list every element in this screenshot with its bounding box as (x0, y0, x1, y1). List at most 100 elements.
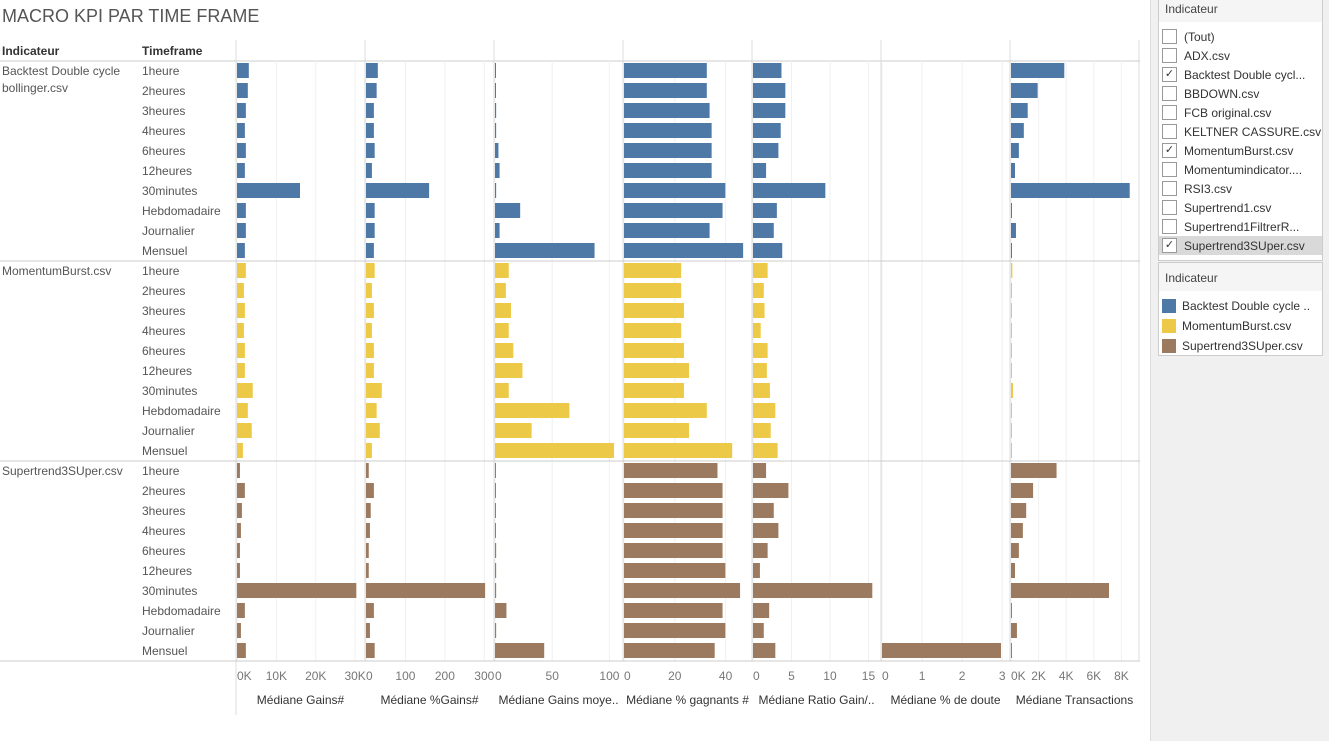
filter-item[interactable]: ADX.csv (1159, 46, 1322, 65)
bar-ratio[interactable] (753, 503, 774, 518)
bar-ratio[interactable] (753, 483, 789, 498)
bar-pct_gains[interactable] (366, 503, 371, 518)
bar-gains_moyen[interactable] (495, 583, 497, 598)
bar-gains[interactable] (237, 223, 246, 238)
bar-transactions[interactable] (1011, 203, 1012, 218)
bar-gains[interactable] (237, 543, 240, 558)
bar-pct_gains[interactable] (366, 103, 374, 118)
bar-ratio[interactable] (753, 263, 768, 278)
bar-ratio[interactable] (753, 323, 761, 338)
bar-transactions[interactable] (1011, 423, 1012, 438)
bar-pct_gagnants[interactable] (624, 503, 723, 518)
bar-transactions[interactable] (1011, 163, 1016, 178)
bar-ratio[interactable] (753, 443, 778, 458)
bar-ratio[interactable] (753, 563, 760, 578)
bar-transactions[interactable] (1011, 623, 1017, 638)
bar-pct_gagnants[interactable] (624, 563, 726, 578)
bar-doute[interactable] (882, 643, 1001, 658)
bar-gains_moyen[interactable] (495, 623, 497, 638)
bar-pct_gagnants[interactable] (624, 123, 712, 138)
bar-gains_moyen[interactable] (495, 603, 507, 618)
bar-pct_gains[interactable] (366, 83, 377, 98)
filter-item[interactable]: RSI3.csv (1159, 179, 1322, 198)
bar-pct_gains[interactable] (366, 263, 375, 278)
bar-pct_gagnants[interactable] (624, 403, 707, 418)
bar-gains_moyen[interactable] (495, 103, 497, 118)
bar-gains[interactable] (237, 523, 241, 538)
bar-ratio[interactable] (753, 423, 771, 438)
bar-pct_gagnants[interactable] (624, 323, 682, 338)
bar-pct_gagnants[interactable] (624, 603, 723, 618)
bar-gains[interactable] (237, 583, 357, 598)
filter-item[interactable]: KELTNER CASSURE.csv (1159, 122, 1322, 141)
bar-transactions[interactable] (1011, 583, 1110, 598)
bar-pct_gagnants[interactable] (624, 423, 690, 438)
bar-gains_moyen[interactable] (495, 263, 509, 278)
bar-pct_gains[interactable] (366, 343, 374, 358)
bar-pct_gains[interactable] (366, 243, 374, 258)
bar-gains[interactable] (237, 143, 246, 158)
bar-ratio[interactable] (753, 583, 873, 598)
bar-gains[interactable] (237, 103, 246, 118)
bar-pct_gains[interactable] (366, 463, 369, 478)
bar-gains[interactable] (237, 603, 245, 618)
bar-transactions[interactable] (1011, 523, 1023, 538)
checkbox-icon[interactable] (1162, 219, 1177, 234)
bar-pct_gains[interactable] (366, 183, 430, 198)
bar-gains[interactable] (237, 383, 253, 398)
bar-gains_moyen[interactable] (495, 123, 497, 138)
bar-gains_moyen[interactable] (495, 503, 496, 518)
bar-gains_moyen[interactable] (495, 443, 614, 458)
checkbox-icon[interactable]: ✓ (1162, 143, 1177, 158)
checkbox-icon[interactable]: ✓ (1162, 238, 1177, 253)
bar-pct_gagnants[interactable] (624, 523, 723, 538)
bar-ratio[interactable] (753, 203, 777, 218)
bar-pct_gains[interactable] (366, 123, 374, 138)
bar-transactions[interactable] (1011, 63, 1065, 78)
filter-item[interactable]: ✓ Backtest Double cycl... (1159, 65, 1322, 84)
bar-ratio[interactable] (753, 243, 783, 258)
legend-item[interactable]: Supertrend3SUper.csv (1159, 336, 1322, 356)
bar-pct_gagnants[interactable] (624, 283, 682, 298)
bar-transactions[interactable] (1011, 303, 1012, 318)
bar-gains_moyen[interactable] (495, 523, 496, 538)
bar-gains_moyen[interactable] (495, 83, 496, 98)
bar-gains[interactable] (237, 303, 245, 318)
bar-transactions[interactable] (1011, 183, 1130, 198)
bar-gains_moyen[interactable] (495, 483, 496, 498)
bar-gains_moyen[interactable] (495, 243, 595, 258)
bar-gains_moyen[interactable] (495, 323, 509, 338)
bar-gains[interactable] (237, 243, 245, 258)
bar-ratio[interactable] (753, 543, 768, 558)
filter-item[interactable]: Supertrend1.csv (1159, 198, 1322, 217)
bar-transactions[interactable] (1011, 563, 1016, 578)
bar-pct_gains[interactable] (366, 203, 375, 218)
bar-gains[interactable] (237, 463, 240, 478)
bar-pct_gagnants[interactable] (624, 443, 733, 458)
filter-item[interactable]: FCB original.csv (1159, 103, 1322, 122)
bar-gains_moyen[interactable] (495, 343, 514, 358)
bar-ratio[interactable] (753, 223, 774, 238)
bar-transactions[interactable] (1011, 463, 1057, 478)
bar-gains[interactable] (237, 503, 242, 518)
bar-pct_gagnants[interactable] (624, 103, 710, 118)
bar-gains[interactable] (237, 343, 245, 358)
bar-pct_gagnants[interactable] (624, 63, 707, 78)
bar-pct_gagnants[interactable] (624, 143, 712, 158)
bar-pct_gains[interactable] (366, 283, 372, 298)
bar-transactions[interactable] (1011, 543, 1019, 558)
bar-pct_gagnants[interactable] (624, 363, 690, 378)
bar-pct_gains[interactable] (366, 603, 374, 618)
bar-ratio[interactable] (753, 383, 770, 398)
bar-pct_gagnants[interactable] (624, 263, 682, 278)
bar-transactions[interactable] (1011, 223, 1016, 238)
bar-pct_gagnants[interactable] (624, 383, 684, 398)
bar-transactions[interactable] (1011, 383, 1014, 398)
bar-ratio[interactable] (753, 623, 764, 638)
bar-pct_gagnants[interactable] (624, 183, 726, 198)
bar-gains[interactable] (237, 283, 244, 298)
bar-gains[interactable] (237, 183, 301, 198)
bar-pct_gains[interactable] (366, 63, 378, 78)
bar-gains[interactable] (237, 363, 245, 378)
bar-gains_moyen[interactable] (495, 303, 512, 318)
